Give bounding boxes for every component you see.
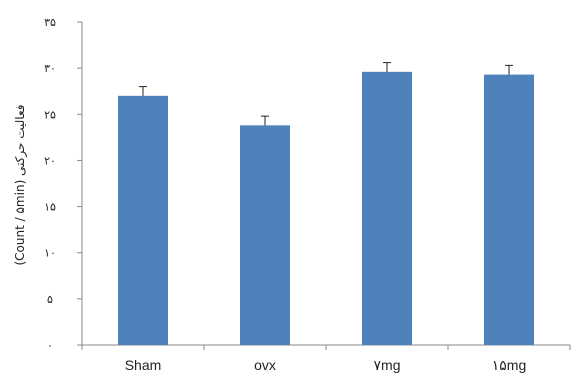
y-axis: ۰ ۵ ۱۰ ۱۵ ۲۰ ۲۵ ۳۰ ۳۵ [44, 16, 83, 352]
error-bars [139, 62, 513, 126]
y-tick-label: ۳۰ [44, 62, 56, 75]
error-bar [139, 86, 147, 96]
category-label: ۱۵mg [492, 357, 527, 373]
bar [362, 71, 412, 345]
y-axis-label: (Count / ۵min) فعالیت حرکتی [13, 105, 28, 266]
bars [118, 71, 534, 346]
error-bar [505, 64, 513, 75]
y-tick-label: ۲۰ [44, 154, 56, 167]
y-tick-label: ۰ [47, 339, 53, 352]
category-label: ۷mg [374, 357, 401, 373]
y-tick-label: ۱۵ [44, 201, 56, 214]
error-bar [261, 115, 269, 126]
error-bar [383, 62, 391, 72]
bar [118, 95, 168, 345]
bar [484, 74, 534, 346]
y-tick-label: ۱۰ [44, 247, 56, 260]
category-label: ovx [254, 357, 276, 373]
y-tick-label: ۳۵ [44, 16, 56, 29]
x-axis [81, 344, 571, 350]
bar [240, 125, 290, 345]
y-tick-label: ۵ [47, 293, 53, 306]
category-label: Sham [125, 357, 162, 373]
category-labels: Sham ovx ۷mg ۱۵mg [125, 357, 527, 373]
y-tick-label: ۲۵ [44, 108, 56, 121]
